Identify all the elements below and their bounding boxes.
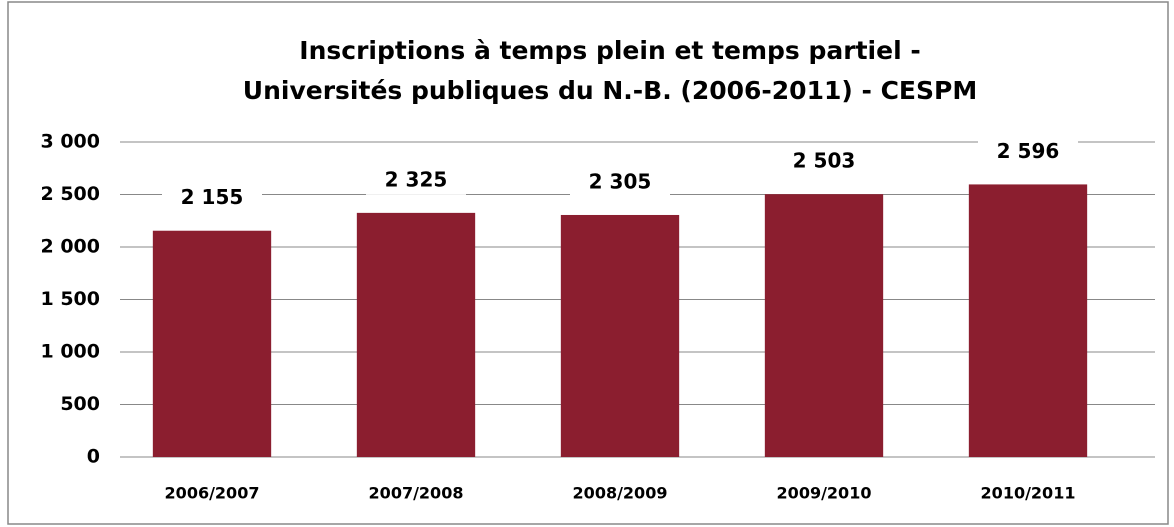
x-tick-label: 2010/2011 (981, 484, 1076, 503)
value-label-bg (978, 136, 1078, 167)
value-label-bg (162, 182, 262, 213)
chart-title: Inscriptions à temps plein et temps part… (299, 36, 920, 65)
y-tick-label: 2 000 (41, 236, 101, 258)
x-tick-label: 2009/2010 (777, 484, 872, 503)
value-label-bg (570, 166, 670, 197)
value-label: 2 503 (793, 149, 856, 173)
y-tick-label: 1 500 (41, 288, 101, 310)
value-label: 2 155 (181, 185, 244, 209)
bar (764, 194, 884, 457)
value-label-bg (366, 164, 466, 195)
x-tick-label: 2008/2009 (573, 484, 668, 503)
bar (152, 230, 272, 457)
y-tick-label: 500 (60, 393, 100, 415)
y-tick-label: 0 (87, 446, 100, 468)
bar (560, 214, 680, 457)
value-label: 2 596 (997, 139, 1060, 163)
x-tick-label: 2007/2008 (369, 484, 464, 503)
bar (356, 212, 476, 457)
y-tick-label: 3 000 (41, 131, 101, 153)
value-label-bg (774, 146, 874, 177)
chart-title: Universités publiques du N.-B. (2006-201… (243, 76, 977, 105)
bar (968, 184, 1088, 458)
value-label: 2 305 (589, 169, 652, 193)
value-label: 2 325 (385, 167, 448, 191)
y-tick-label: 1 000 (41, 341, 101, 363)
y-tick-label: 2 500 (41, 183, 101, 205)
x-tick-label: 2006/2007 (165, 484, 260, 503)
